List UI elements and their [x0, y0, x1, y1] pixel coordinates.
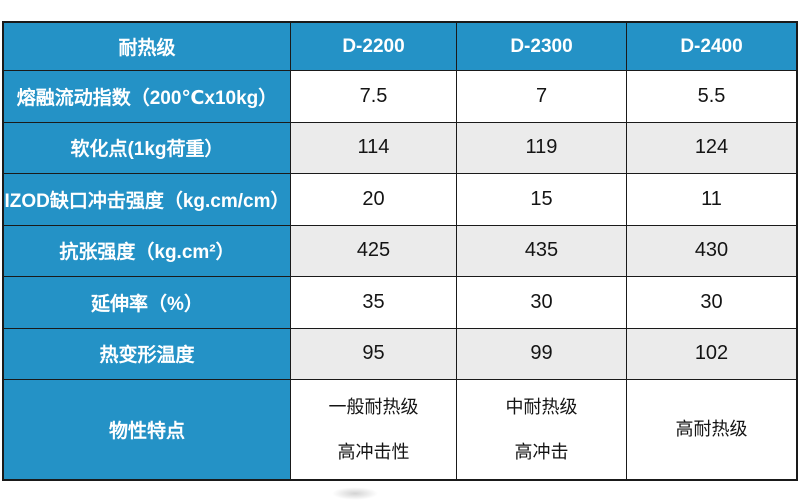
- row-label: 熔融流动指数（200℃x10kg）: [4, 71, 291, 122]
- value-cell: 20: [291, 174, 457, 225]
- value-cell: 30: [627, 277, 796, 328]
- value-text: 11: [701, 187, 722, 210]
- header-label: D-2200: [342, 35, 405, 57]
- value-cell: 15: [457, 174, 627, 225]
- value-cell: 一般耐热级 高冲击性: [291, 380, 457, 479]
- row-label: 延伸率（%）: [4, 277, 291, 328]
- value-text: 7: [535, 84, 548, 107]
- row-softening-point: 软化点(1kg荷重） 114 119 124: [4, 121, 796, 173]
- watermark: [332, 487, 378, 500]
- row-izod-impact: IZOD缺口冲击强度（kg.cm/cm） 20 15 11: [4, 173, 796, 225]
- header-label: D-2300: [510, 35, 573, 57]
- value-text: 中耐热级 高冲击: [505, 396, 578, 462]
- value-text: 95: [362, 342, 385, 365]
- value-text: 一般耐热级 高冲击性: [328, 396, 419, 462]
- row-label-text: 软化点(1kg荷重）: [70, 139, 224, 161]
- row-label: 热变形温度: [4, 328, 291, 379]
- row-label: 物性特点: [4, 380, 291, 479]
- value-text: 102: [694, 342, 729, 365]
- value-cell: 11: [627, 174, 796, 225]
- row-label-text: IZOD缺口冲击强度（kg.cm/cm）: [4, 190, 290, 212]
- value-cell: 102: [627, 328, 796, 379]
- value-text: 124: [694, 136, 729, 159]
- row-label: 软化点(1kg荷重）: [4, 122, 291, 173]
- header-label: 耐热级: [118, 38, 176, 59]
- row-label-text: 抗张强度（kg.cm²）: [59, 242, 235, 264]
- spec-table: 耐热级 D-2200 D-2300 D-2400 熔融流动指数（200℃x10k…: [2, 21, 798, 481]
- value-cell: 7.5: [291, 71, 457, 122]
- row-heat-deflection-temp: 热变形温度 95 99 102: [4, 327, 796, 379]
- row-melt-flow-index: 熔融流动指数（200℃x10kg） 7.5 7 5.5: [4, 70, 796, 122]
- value-cell: 中耐热级 高冲击: [457, 380, 627, 479]
- row-label-text: 物性特点: [108, 421, 185, 442]
- value-text: 35: [362, 290, 385, 313]
- value-cell: 7: [457, 71, 627, 122]
- row-label-text: 熔融流动指数（200℃x10kg）: [16, 87, 278, 109]
- value-cell: 435: [457, 225, 627, 276]
- value-cell: 124: [627, 122, 796, 173]
- value-text: 119: [525, 136, 558, 159]
- header-row: 耐热级 D-2200 D-2300 D-2400: [4, 23, 796, 70]
- header-cell-d2400: D-2400: [627, 23, 796, 70]
- value-text: 430: [694, 239, 729, 262]
- row-label: 抗张强度（kg.cm²）: [4, 225, 291, 276]
- row-physical-properties: 物性特点 一般耐热级 高冲击性 中耐热级 高冲击 高耐热级: [4, 379, 796, 479]
- value-text: 20: [362, 187, 385, 210]
- row-tensile-strength: 抗张强度（kg.cm²） 425 435 430: [4, 224, 796, 276]
- value-cell: 114: [291, 122, 457, 173]
- value-text: 5.5: [697, 84, 726, 107]
- row-elongation: 延伸率（%） 35 30 30: [4, 276, 796, 328]
- row-label-text: 延伸率（%）: [91, 293, 203, 315]
- value-text: 高耐热级: [675, 419, 748, 439]
- value-cell: 425: [291, 225, 457, 276]
- header-label: D-2400: [680, 35, 743, 57]
- value-cell: 5.5: [627, 71, 796, 122]
- header-cell-category: 耐热级: [4, 23, 291, 70]
- value-text: 15: [530, 187, 553, 210]
- value-text: 30: [700, 290, 723, 313]
- value-cell: 高耐热级: [627, 380, 796, 479]
- value-text: 435: [524, 239, 559, 262]
- value-cell: 119: [457, 122, 627, 173]
- value-text: 425: [356, 239, 391, 262]
- row-label-text: 热变形温度: [99, 345, 195, 367]
- value-cell: 95: [291, 328, 457, 379]
- value-text: 7.5: [359, 84, 388, 107]
- header-cell-d2300: D-2300: [457, 23, 627, 70]
- value-cell: 30: [457, 277, 627, 328]
- value-text: 30: [530, 290, 553, 313]
- header-cell-d2200: D-2200: [291, 23, 457, 70]
- value-cell: 99: [457, 328, 627, 379]
- value-text: 114: [357, 136, 390, 159]
- row-label: IZOD缺口冲击强度（kg.cm/cm）: [4, 174, 291, 225]
- value-text: 99: [530, 342, 553, 365]
- value-cell: 35: [291, 277, 457, 328]
- value-cell: 430: [627, 225, 796, 276]
